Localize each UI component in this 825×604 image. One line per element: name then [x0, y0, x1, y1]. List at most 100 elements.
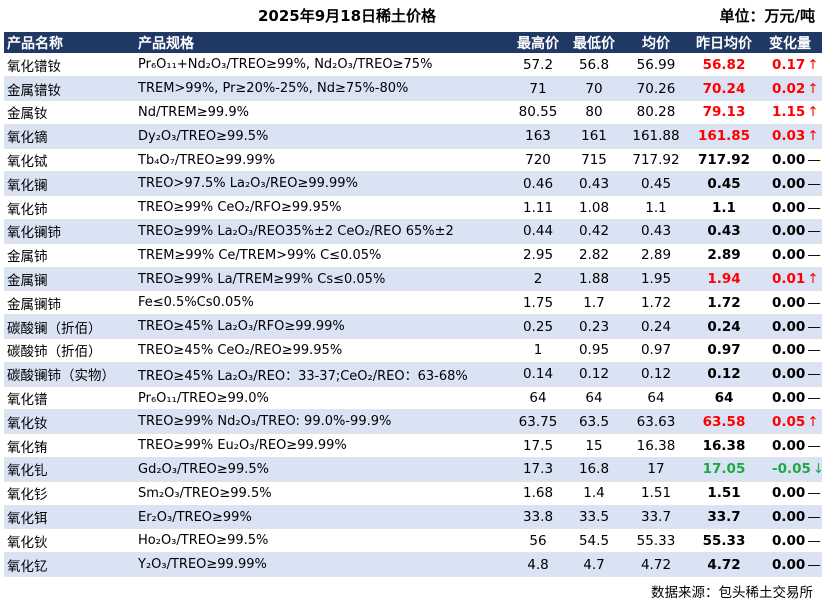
table-header-row: 产品名称 产品规格 最高价 最低价 均价 昨日均价 变化量	[4, 32, 822, 53]
column-header-spec: 产品规格	[138, 35, 194, 52]
low-price-cell: 64	[566, 386, 622, 411]
change-value: 0.05	[772, 413, 806, 430]
product-spec-cell: TREO≥99% CeO₂/RFO≥99.95%	[135, 195, 510, 221]
yesterday-avg-cell: 0.43	[690, 219, 758, 244]
dash-icon: —	[807, 437, 821, 454]
change-value: 0.00	[772, 437, 806, 454]
high-price-cell: 17.3	[510, 457, 566, 482]
table-body: 氧化镨钕 Pr₆O₁₁+Nd₂O₃/TREO≥99%, Nd₂O₃/TREO≥75…	[4, 53, 822, 578]
low-price-cell: 0.42	[566, 219, 622, 244]
avg-price-cell: 64	[622, 386, 690, 411]
product-spec-cell: TREO≥45% La₂O₃/REO：33-37;CeO₂/REO：63-68%	[135, 362, 510, 387]
dash-icon: —	[807, 199, 821, 216]
high-price-cell: 163	[510, 124, 566, 149]
low-price-cell: 70	[566, 76, 622, 102]
high-price-cell: 56	[510, 528, 566, 554]
change-value: 0.00	[772, 342, 806, 359]
yesterday-avg-cell: 1.72	[690, 290, 758, 316]
table-row: 金属铈 TREM≥99% Ce/TREM>99% C≤0.05% 2.95 2.82 2…	[4, 243, 822, 268]
table-row: 氧化镨 Pr₆O₁₁/TREO≥99.0% 64 64 64 64 0.00—	[4, 386, 822, 411]
high-price-cell: 17.5	[510, 433, 566, 459]
dash-icon: —	[807, 556, 821, 573]
change-cell: 0.00—	[758, 505, 822, 530]
product-spec-cell: TREO≥99% La/TREM≥99% Cs≤0.05%	[135, 267, 510, 292]
dash-icon: —	[807, 485, 821, 502]
avg-price-cell: 0.24	[622, 314, 690, 340]
low-price-cell: 715	[566, 148, 622, 173]
change-value: 1.15	[772, 104, 806, 121]
avg-price-cell: 56.99	[622, 53, 690, 78]
change-cell: 0.00—	[758, 195, 822, 221]
table-row: 金属钕 Nd/TREM≥99.9% 80.55 80 80.28 79.13 1.15 ↑	[4, 100, 822, 125]
product-name-cell: 碳酸铈（折佰）	[4, 338, 135, 363]
low-price-cell: 80	[566, 100, 622, 125]
product-spec-cell: Sm₂O₃/TREO≥99.5%	[135, 481, 510, 506]
yesterday-avg-cell: 64	[690, 386, 758, 411]
avg-price-cell: 1.1	[622, 195, 690, 221]
low-price-cell: 63.5	[566, 409, 622, 435]
yesterday-avg-cell: 4.72	[690, 552, 758, 578]
avg-price-cell: 0.97	[622, 338, 690, 363]
dash-icon: —	[807, 390, 821, 407]
low-price-cell: 1.08	[566, 195, 622, 221]
product-spec-cell: TREO≥99% La₂O₃/REO35%±2 CeO₂/REO 65%±2	[135, 219, 510, 244]
table-row: 金属镨钕 TREM>99%, Pr≥20%-25%, Nd≥75%-80% 71 70…	[4, 76, 822, 102]
product-spec-cell: Pr₆O₁₁+Nd₂O₃/TREO≥99%, Nd₂O₃/TREO≥75%	[135, 53, 510, 78]
avg-price-cell: 80.28	[622, 100, 690, 125]
high-price-cell: 2	[510, 267, 566, 292]
high-price-cell: 33.8	[510, 505, 566, 530]
avg-price-cell: 63.63	[622, 409, 690, 435]
data-source: 数据来源：包头稀土交易所	[651, 585, 813, 601]
high-price-cell: 4.8	[510, 552, 566, 578]
change-cell: 0.00—	[758, 362, 822, 387]
high-price-cell: 1.75	[510, 290, 566, 316]
change-cell: 0.00—	[758, 219, 822, 244]
column-header-change: 变化量	[769, 35, 811, 52]
high-price-cell: 1.11	[510, 195, 566, 221]
low-price-cell: 1.4	[566, 481, 622, 506]
avg-price-cell: 2.89	[622, 243, 690, 268]
yesterday-avg-cell: 16.38	[690, 433, 758, 459]
change-cell: 0.00—	[758, 171, 822, 197]
product-name-cell: 氧化钆	[4, 457, 135, 482]
avg-price-cell: 1.72	[622, 290, 690, 316]
avg-price-cell: 0.43	[622, 219, 690, 244]
dash-icon: —	[807, 175, 821, 192]
change-cell: 0.01 ↑	[758, 267, 822, 292]
change-value: 0.03	[772, 128, 806, 145]
change-value: -0.05	[772, 461, 811, 478]
high-price-cell: 71	[510, 76, 566, 102]
low-price-cell: 1.88	[566, 267, 622, 292]
dash-icon: —	[807, 318, 821, 335]
yesterday-avg-cell: 0.24	[690, 314, 758, 340]
product-name-cell: 氧化镨钕	[4, 53, 135, 78]
yesterday-avg-cell: 1.1	[690, 195, 758, 221]
high-price-cell: 0.14	[510, 362, 566, 387]
product-spec-cell: TREM>99%, Pr≥20%-25%, Nd≥75%-80%	[135, 76, 510, 102]
column-header-high: 最高价	[517, 35, 559, 52]
low-price-cell: 2.82	[566, 243, 622, 268]
change-value: 0.00	[772, 532, 806, 549]
product-spec-cell: Nd/TREM≥99.9%	[135, 100, 510, 125]
high-price-cell: 720	[510, 148, 566, 173]
dash-icon: —	[807, 532, 821, 549]
avg-price-cell: 70.26	[622, 76, 690, 102]
change-value: 0.00	[772, 294, 806, 311]
unit-label: 单位：万元/吨	[719, 7, 815, 25]
dash-icon: —	[807, 152, 821, 169]
table-row: 金属镧铈 Fe≤0.5%Cs0.05% 1.75 1.7 1.72 1.72 0.00—	[4, 290, 822, 316]
yesterday-avg-cell: 1.51	[690, 481, 758, 506]
low-price-cell: 1.7	[566, 290, 622, 316]
avg-price-cell: 717.92	[622, 148, 690, 173]
change-cell: 0.00—	[758, 314, 822, 340]
high-price-cell: 0.25	[510, 314, 566, 340]
table-row: 氧化铽 Tb₄O₇/TREO≥99.99% 720 715 717.92 717.92 0.…	[4, 148, 822, 173]
table-row: 碳酸铈（折佰） TREO≥45% CeO₂/REO≥99.95% 1 0.95 0.97…	[4, 338, 822, 363]
product-spec-cell: TREO≥45% La₂O₃/RFO≥99.99%	[135, 314, 510, 340]
avg-price-cell: 16.38	[622, 433, 690, 459]
product-spec-cell: Gd₂O₃/TREO≥99.5%	[135, 457, 510, 482]
title-row: 2025年9月18日稀土价格 单位：万元/吨	[0, 0, 825, 32]
product-spec-cell: Dy₂O₃/TREO≥99.5%	[135, 124, 510, 149]
table-row: 氧化镨钕 Pr₆O₁₁+Nd₂O₃/TREO≥99%, Nd₂O₃/TREO≥75…	[4, 53, 822, 78]
